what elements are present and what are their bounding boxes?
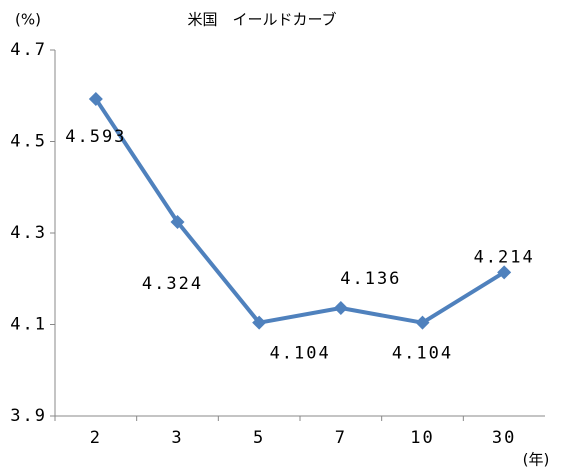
- x-tick-label: 2: [90, 428, 102, 448]
- x-tick-label: 3: [171, 428, 183, 448]
- value-label: 4.214: [474, 247, 535, 267]
- y-unit: (%): [15, 11, 41, 29]
- y-tick-label: 4.5: [10, 132, 47, 152]
- point: [252, 315, 267, 330]
- x-unit: (年): [523, 451, 550, 469]
- x-tick-label: 5: [253, 428, 265, 448]
- value-label: 4.104: [392, 344, 453, 364]
- y-tick-label: 3.9: [10, 406, 47, 426]
- value-label: 4.136: [340, 269, 401, 289]
- line: [94, 97, 506, 325]
- y-tick-label: 4.1: [10, 315, 47, 335]
- value-label: 4.324: [142, 274, 203, 294]
- point: [333, 301, 348, 316]
- x-tick-label: 30: [492, 428, 516, 448]
- x-tick-label: 7: [335, 428, 347, 448]
- value-label: 4.104: [270, 344, 331, 364]
- y-tick-label: 4.3: [10, 223, 47, 243]
- chart-title: 米国 イールドカーブ: [187, 11, 336, 29]
- point: [170, 215, 185, 230]
- x-tick-label: 10: [410, 428, 434, 448]
- y-tick-label: 4.7: [10, 40, 47, 60]
- value-label: 4.593: [65, 127, 126, 147]
- point: [415, 315, 430, 330]
- point: [88, 91, 103, 106]
- point: [497, 265, 512, 280]
